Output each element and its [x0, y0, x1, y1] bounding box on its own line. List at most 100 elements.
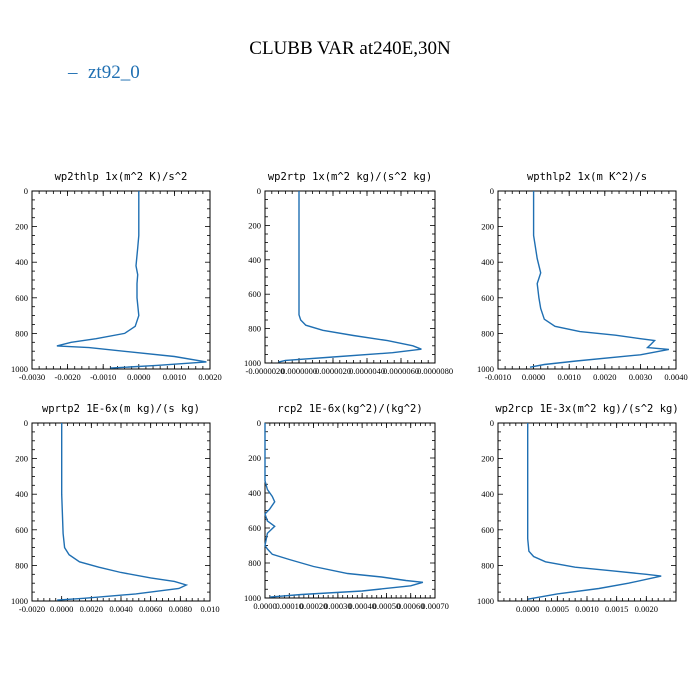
- x-tick-label: 0.0040: [664, 372, 687, 382]
- x-tick-label: -0.0020: [54, 372, 80, 382]
- x-tick-label: 0.0020: [593, 372, 616, 382]
- panel-5: rcp2 1E-6x(kg^2)/(kg^2) 0 200 400 600 800 1000…: [244, 403, 449, 611]
- x-tick-label: 0.0040: [109, 604, 132, 614]
- y-tick-label: 400: [15, 257, 28, 267]
- y-tick-label: 200: [481, 222, 494, 232]
- y-tick-label: 200: [248, 453, 261, 463]
- x-tick-label: 0.0080: [169, 604, 192, 614]
- x-tick-label: 0.0020: [198, 372, 221, 382]
- y-tick-label: 0: [257, 186, 261, 196]
- y-tick-label: 800: [15, 560, 28, 570]
- panel-title: wp2rcp 1E-3x(m^2 kg)/(s^2 kg): [495, 403, 678, 415]
- x-tick-label: 0.0000: [516, 604, 539, 614]
- y-tick-label: 0: [490, 418, 494, 428]
- y-tick-label: 1000: [244, 593, 261, 603]
- panel-2: wp2rtp 1x(m^2 kg)/(s^2 kg) 0 200 400 600 800 1…: [244, 171, 453, 376]
- plot-frame: [264, 422, 436, 599]
- y-tick-label: 600: [481, 525, 494, 535]
- y-tick-label: 1000: [244, 358, 261, 368]
- panels: wp2thlp 1x(m^2 K)/s^202004006008001000-0…: [11, 171, 688, 614]
- plot-frame: [31, 190, 211, 370]
- x-tick-label: 0.0000: [127, 372, 150, 382]
- y-tick-label: 200: [15, 454, 28, 464]
- x-tick-label: 0.010: [200, 604, 219, 614]
- y-tick-label: 800: [481, 328, 494, 338]
- x-tick-label: -0.0010: [485, 372, 511, 382]
- y-tick-label: 1000: [11, 364, 28, 374]
- x-tick-label: 0.0000000: [281, 366, 317, 376]
- y-tick-label: 0: [24, 186, 28, 196]
- x-tick-label: -0.0010: [90, 372, 116, 382]
- y-tick-label: 1000: [11, 596, 28, 606]
- panel-3: wpthlp2 1x(m K^2)/s 0 200 400 600 800 1000-0.0…: [477, 171, 688, 382]
- y-tick-label: 200: [248, 220, 261, 230]
- x-tick-label: 0.0010: [163, 372, 186, 382]
- y-tick-label: 600: [248, 523, 261, 533]
- legend: – zt92_0: [67, 62, 140, 83]
- y-tick-label: 0: [490, 186, 494, 196]
- y-tick-label: 200: [481, 454, 494, 464]
- x-tick-label: 0.0000040: [349, 366, 385, 376]
- y-tick-label: 600: [15, 525, 28, 535]
- y-tick-label: 800: [481, 560, 494, 570]
- y-tick-label: 400: [481, 257, 494, 267]
- x-tick-label: 0.00070: [421, 601, 449, 611]
- y-tick-label: 800: [248, 558, 261, 568]
- x-tick-label: 0.0000: [253, 601, 276, 611]
- series-line-1: [278, 191, 422, 363]
- panel-4: wprtp2 1E-6x(m kg)/(s kg) 0 200 400 600 800 10…: [11, 403, 220, 614]
- panel-title: wpthlp2 1x(m K^2)/s: [527, 171, 647, 183]
- x-tick-label: 0.0000020: [315, 366, 351, 376]
- x-tick-label: 0.0020: [635, 604, 658, 614]
- x-tick-label: 0.0000: [522, 372, 545, 382]
- x-tick-label: 0.00030: [324, 601, 352, 611]
- series-line-1: [57, 423, 189, 601]
- x-tick-label: 0.0015: [605, 604, 628, 614]
- x-tick-label: 0.0000060: [383, 366, 419, 376]
- panel-title: rcp2 1E-6x(kg^2)/(kg^2): [277, 403, 422, 415]
- x-tick-label: -0.0030: [19, 372, 45, 382]
- y-tick-label: 0: [24, 418, 28, 428]
- panel-6: wp2rcp 1E-3x(m^2 kg)/(s^2 kg)0 200 400 600 8…: [477, 403, 679, 614]
- x-tick-label: 0.0020: [80, 604, 103, 614]
- figure-title: CLUBB VAR at240E,30N: [249, 38, 451, 59]
- x-tick-label: 0.00060: [397, 601, 425, 611]
- x-tick-label: 0.0010: [558, 372, 581, 382]
- y-tick-label: 600: [15, 293, 28, 303]
- x-tick-label: 0.00050: [373, 601, 401, 611]
- y-tick-label: 1000: [477, 596, 494, 606]
- y-tick-label: 400: [248, 488, 261, 498]
- y-tick-label: 400: [15, 489, 28, 499]
- x-tick-label: 0.0060: [139, 604, 162, 614]
- plot-frame: [264, 190, 436, 364]
- y-tick-label: 400: [248, 255, 261, 265]
- y-tick-label: 600: [248, 289, 261, 299]
- x-tick-label: 0.0000: [50, 604, 73, 614]
- x-tick-label: -0.0020: [19, 604, 45, 614]
- y-tick-label: 800: [248, 324, 261, 334]
- y-tick-label: 0: [257, 418, 261, 428]
- plot-frame: [31, 422, 211, 602]
- x-tick-label: 0.00040: [348, 601, 376, 611]
- series-line-1: [527, 423, 662, 600]
- y-tick-label: 800: [15, 328, 28, 338]
- x-tick-label: 0.0000080: [417, 366, 453, 376]
- x-tick-label: 0.00020: [300, 601, 328, 611]
- y-tick-label: 200: [15, 222, 28, 232]
- x-tick-label: 0.0030: [629, 372, 652, 382]
- y-tick-label: 600: [481, 293, 494, 303]
- legend-label: zt92_0: [88, 62, 140, 83]
- y-tick-label: 1000: [477, 364, 494, 374]
- series-line-1: [529, 191, 670, 368]
- panel-title: wprtp2 1E-6x(m kg)/(s kg): [42, 403, 200, 415]
- x-tick-label: 0.0010: [575, 604, 598, 614]
- x-tick-label: 0.00010: [275, 601, 303, 611]
- legend-marker: –: [67, 62, 78, 83]
- plot-frame: [497, 190, 677, 370]
- panel-title: wp2rtp 1x(m^2 kg)/(s^2 kg): [268, 171, 432, 183]
- series-line-1: [56, 191, 207, 369]
- x-tick-label: -0.0000020: [246, 366, 285, 376]
- series-line-1: [264, 423, 424, 598]
- y-tick-label: 400: [481, 489, 494, 499]
